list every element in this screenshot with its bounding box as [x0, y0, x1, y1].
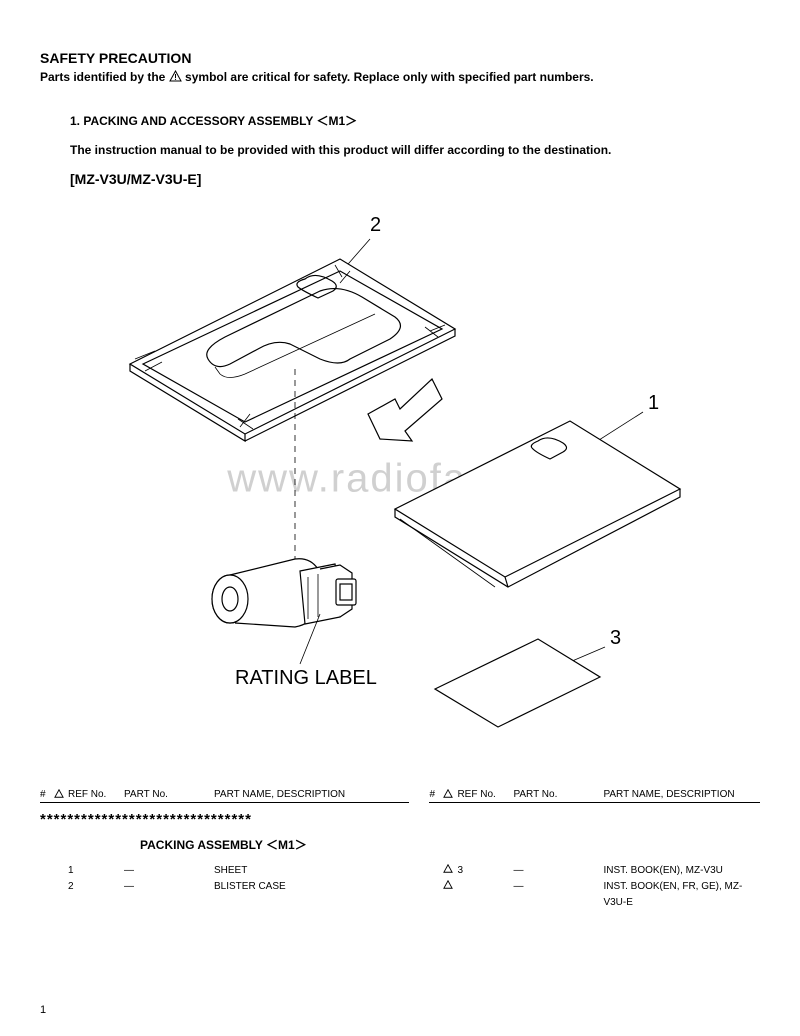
model-label: [MZ-V3U/MZ-V3U-E]	[70, 171, 760, 187]
table-row: 2 — BLISTER CASE	[40, 879, 409, 895]
sheet-shape	[395, 421, 680, 587]
col-desc: PART NAME, DESCRIPTION	[214, 789, 409, 803]
diagram-svg: 2	[40, 199, 760, 759]
col-part-r: PART No.	[513, 789, 603, 803]
page-number: 1	[40, 1004, 46, 1016]
col-ref-r: REF No.	[457, 789, 513, 803]
warning-triangle-icon	[443, 863, 457, 879]
subtext-after: symbol are critical for safety. Replace …	[185, 70, 594, 84]
parts-table: # REF No. PART No. PART NAME, DESCRIPTIO…	[40, 789, 760, 911]
table-body: 1 — SHEET 2 — BLISTER CASE 3 — INST. BOO…	[40, 863, 760, 911]
small-sheet-shape	[435, 639, 600, 727]
warning-triangle-icon	[54, 789, 64, 798]
col-sym: #	[40, 789, 54, 803]
charger-shape	[212, 559, 356, 627]
col-ref: REF No.	[68, 789, 124, 803]
col-desc-r: PART NAME, DESCRIPTION	[603, 789, 760, 803]
assembly-title: PACKING ASSEMBLY ＜M1＞	[140, 836, 760, 853]
subtext-before: Parts identified by the	[40, 70, 169, 84]
table-row: 3 — INST. BOOK(EN), MZ-V3U	[429, 863, 760, 879]
warning-triangle-icon	[443, 879, 457, 911]
callout-1: 1	[648, 392, 659, 414]
table-header-row: # REF No. PART No. PART NAME, DESCRIPTIO…	[40, 789, 760, 803]
rating-label-text: RATING LABEL	[235, 667, 377, 689]
callout-3: 3	[610, 627, 621, 649]
table-row: — INST. BOOK(EN, FR, GE), MZ-V3U-E	[429, 879, 760, 911]
assembly-arrow-icon	[368, 379, 442, 441]
safety-heading: SAFETY PRECAUTION	[40, 50, 760, 66]
section-number: 1. PACKING AND ACCESSORY ASSEMBLY ＜M1＞	[70, 112, 760, 129]
stars-divider: *******************************	[40, 811, 760, 828]
col-warn	[54, 789, 68, 803]
safety-subtext: Parts identified by the symbol are criti…	[40, 70, 760, 84]
callout-2: 2	[370, 214, 381, 236]
warning-triangle-icon	[169, 70, 182, 82]
col-sym-r: #	[429, 789, 443, 803]
table-row: 1 — SHEET	[40, 863, 409, 879]
section-instruction: The instruction manual to be provided wi…	[70, 143, 760, 157]
exploded-diagram: www.radiofans.cn 2	[40, 199, 760, 759]
col-warn-r	[443, 789, 457, 803]
warning-triangle-icon	[443, 789, 453, 798]
col-part: PART No.	[124, 789, 214, 803]
